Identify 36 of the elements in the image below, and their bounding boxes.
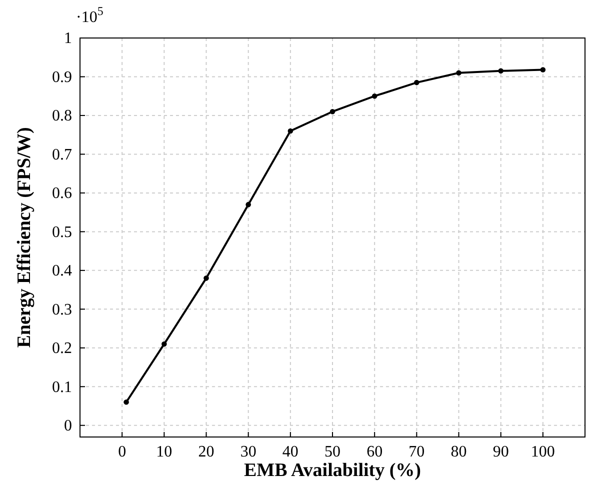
y-tick-label: 0.2: [52, 340, 72, 358]
point: [162, 341, 167, 347]
point: [498, 68, 504, 74]
x-tick-label: 60: [366, 443, 383, 460]
point: [540, 67, 546, 72]
x-tick-label: 70: [408, 443, 425, 460]
y-tick-label: 0: [64, 418, 72, 434]
x-tick-label: 20: [198, 443, 214, 460]
y-tick-label: 0.1: [52, 378, 72, 396]
x-tick-label: 100: [530, 443, 555, 460]
y-axis-title: Energy Efficiency (FPS/W): [14, 127, 35, 348]
x-tick-label: 50: [324, 443, 340, 460]
point: [330, 108, 336, 114]
text: ·10$^{5}$: [76, 4, 104, 26]
point: [204, 276, 209, 281]
x-tick-label: 80: [450, 443, 467, 460]
point: [414, 80, 420, 86]
x-tick-label: 0: [118, 443, 126, 460]
point: [124, 399, 129, 405]
point: [288, 128, 294, 134]
x-tick-label: 90: [492, 443, 509, 460]
y-tick-label: 0.9: [52, 68, 72, 86]
y-tick-label: 1: [64, 30, 72, 48]
point: [372, 93, 378, 99]
y-tick-label: 0.4: [52, 262, 72, 280]
point: [456, 70, 462, 76]
y-tick-label: 0.8: [52, 108, 72, 125]
y-tick-label: 0.7: [52, 146, 72, 164]
x-tick-label: 40: [282, 443, 298, 460]
x-axis-title: EMB Availability (%): [244, 460, 421, 481]
y-tick-label: 0.6: [52, 185, 72, 202]
y-tick-label: 0.5: [52, 224, 72, 241]
y-tick-label: 0.3: [52, 301, 72, 318]
x-tick-label: 10: [156, 443, 172, 460]
x-tick-label: 30: [240, 443, 256, 460]
point: [246, 202, 251, 208]
